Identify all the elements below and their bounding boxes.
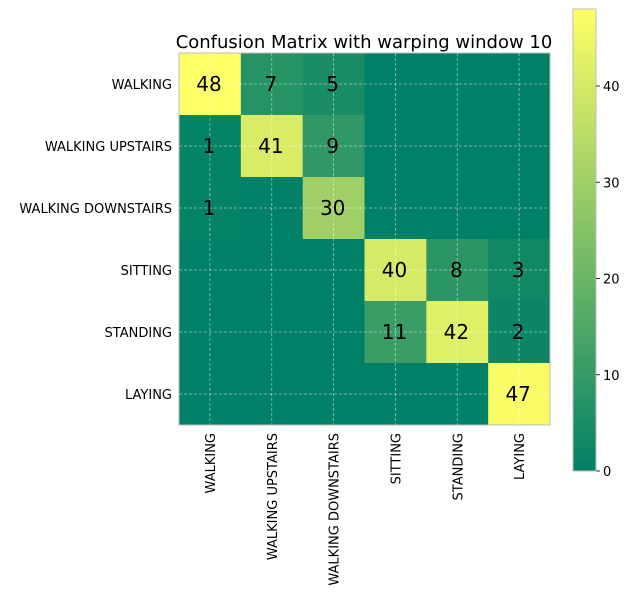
- cell-value-label: 41: [258, 134, 283, 158]
- cell-value-label: 2: [512, 320, 525, 344]
- y-tick-label: SITTING: [121, 264, 172, 279]
- x-tick-label: WALKING UPSTAIRS: [266, 433, 281, 560]
- colorbar-tick-label: 20: [603, 273, 620, 288]
- x-tick-label: WALKING DOWNSTAIRS: [328, 433, 343, 586]
- y-tick-label: WALKING: [112, 78, 172, 93]
- cell-value-label: 9: [326, 134, 339, 158]
- colorbar-tick-label: 10: [603, 369, 620, 384]
- x-tick-label: WALKING: [204, 433, 219, 493]
- colorbar-tick-label: 40: [603, 80, 620, 95]
- y-tick-label: WALKING UPSTAIRS: [45, 140, 172, 155]
- cell-value-label: 48: [196, 72, 221, 96]
- cell-value-label: 7: [264, 72, 277, 96]
- cell-value-label: 40: [382, 258, 407, 282]
- colorbar: [572, 8, 597, 472]
- colorbar-tick-label: 0: [603, 465, 611, 480]
- grid-lines: [179, 53, 550, 425]
- x-tick-label: SITTING: [389, 433, 404, 484]
- y-tick-label: WALKING DOWNSTAIRS: [19, 202, 172, 217]
- cell-value-label: 3: [512, 258, 525, 282]
- cell-value-label: 1: [203, 134, 216, 158]
- colorbar-tick-label: 30: [603, 176, 620, 191]
- cell-value-label: 1: [203, 196, 216, 220]
- x-tick-label: LAYING: [513, 433, 528, 480]
- cell-value-label: 30: [320, 196, 345, 220]
- x-axis-ticks: WALKING WALKING UPSTAIRS WALKING DOWNSTAIR…: [204, 433, 528, 586]
- cell-value-label: 8: [450, 258, 463, 282]
- cell-value-label: 11: [382, 320, 407, 344]
- chart-title: Confusion Matrix with warping window 10: [176, 32, 553, 53]
- y-tick-label: STANDING: [105, 326, 172, 341]
- y-axis-ticks: WALKING WALKING UPSTAIRS WALKING DOWNSTAIR…: [19, 78, 172, 403]
- cell-labels: 48 7 5 1 41 9 1 30 40 8 3 11 42 2 47: [196, 72, 531, 406]
- x-tick-label: STANDING: [451, 433, 466, 500]
- colorbar-ticks: 0 10 20 30 40: [596, 80, 620, 480]
- cell-value-label: 5: [326, 72, 339, 96]
- plot-frame: [178, 52, 551, 426]
- matrix-cells: [179, 53, 551, 426]
- cell-value-label: 42: [444, 320, 469, 344]
- cell-value-label: 47: [505, 382, 530, 406]
- y-tick-label: LAYING: [125, 388, 172, 403]
